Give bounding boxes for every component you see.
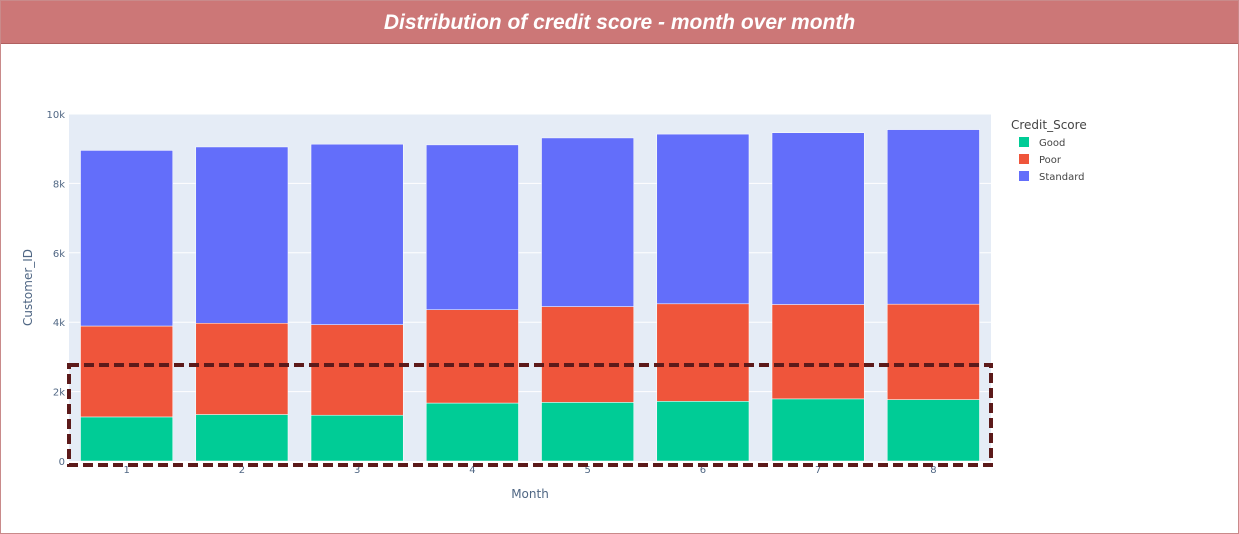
x-tick-label: 1 (123, 465, 129, 476)
y-tick-label: 2k (53, 388, 65, 399)
bar-good-month-4 (426, 402, 519, 462)
x-tick-label: 3 (354, 465, 360, 476)
bar-standard-month-7 (771, 132, 865, 305)
bar-good-month-6 (656, 401, 750, 462)
legend-swatch-poor (1019, 154, 1029, 164)
x-tick-label: 6 (700, 465, 706, 476)
bar-poor-month-8 (887, 303, 980, 400)
legend-swatch-good (1019, 137, 1029, 147)
bar-poor-month-2 (195, 322, 289, 415)
legend-label-poor: Poor (1039, 155, 1062, 166)
x-tick-label: 8 (930, 465, 936, 476)
bar-poor-month-7 (771, 304, 865, 400)
legend-label-good: Good (1039, 138, 1065, 149)
bar-poor-month-5 (541, 306, 634, 403)
y-tick-label: 0 (59, 457, 65, 468)
bar-standard-month-1 (80, 150, 173, 327)
bar-standard-month-6 (656, 133, 750, 305)
bar-good-month-3 (310, 414, 404, 462)
x-tick-label: 5 (584, 465, 590, 476)
bar-good-month-5 (541, 402, 634, 462)
bar-poor-month-6 (656, 303, 750, 402)
bar-good-month-7 (771, 398, 865, 462)
title-banner: Distribution of credit score - month ove… (1, 1, 1238, 44)
bar-poor-month-1 (80, 325, 173, 418)
bar-good-month-2 (195, 414, 289, 462)
legend-label-standard: Standard (1039, 172, 1085, 183)
y-tick-label: 4k (53, 318, 65, 329)
bar-good-month-1 (80, 416, 173, 462)
x-tick-label: 2 (239, 465, 245, 476)
bar-poor-month-4 (426, 309, 519, 404)
bar-standard-month-8 (887, 129, 980, 305)
bar-good-month-8 (887, 399, 980, 462)
y-tick-label: 6k (53, 249, 65, 260)
bar-standard-month-5 (541, 137, 634, 307)
y-tick-label: 10k (46, 110, 65, 121)
chart-title: Distribution of credit score - month ove… (383, 11, 856, 34)
x-axis-title: Month (511, 487, 549, 501)
bar-poor-month-3 (310, 324, 404, 416)
legend-title: Credit_Score (1011, 118, 1087, 132)
bar-standard-month-2 (195, 146, 289, 324)
x-tick-label: 4 (469, 465, 475, 476)
y-tick-label: 8k (53, 179, 65, 190)
bar-standard-month-3 (310, 143, 404, 325)
legend-swatch-standard (1019, 171, 1029, 181)
y-axis-title: Customer_ID (21, 249, 35, 326)
x-tick-label: 7 (815, 465, 821, 476)
bar-standard-month-4 (426, 144, 519, 310)
